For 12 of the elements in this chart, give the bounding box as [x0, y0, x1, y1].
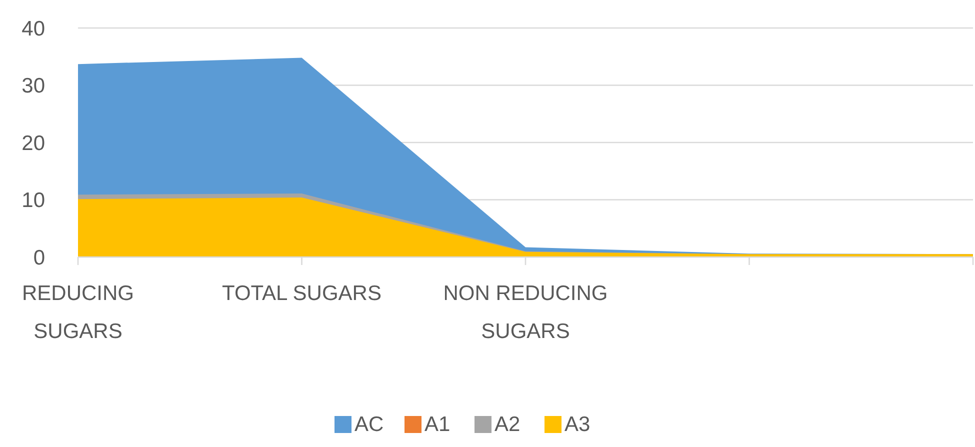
- y-tick-label: 10: [22, 189, 45, 212]
- y-tick-label: 30: [22, 74, 45, 98]
- legend-label: A3: [564, 413, 590, 436]
- y-tick-label: 0: [33, 246, 45, 270]
- y-tick-label: 20: [22, 132, 45, 155]
- x-tick-label: TOTAL SUGARS: [222, 282, 382, 305]
- x-tick-label: NON REDUCING SUGARS: [443, 282, 608, 343]
- y-tick-label: 40: [22, 17, 45, 40]
- legend-label: A2: [494, 413, 520, 436]
- legend-label: AC: [354, 413, 384, 436]
- legend-label: A1: [424, 413, 450, 436]
- x-tick-label: REDUCING SUGARS: [22, 282, 134, 343]
